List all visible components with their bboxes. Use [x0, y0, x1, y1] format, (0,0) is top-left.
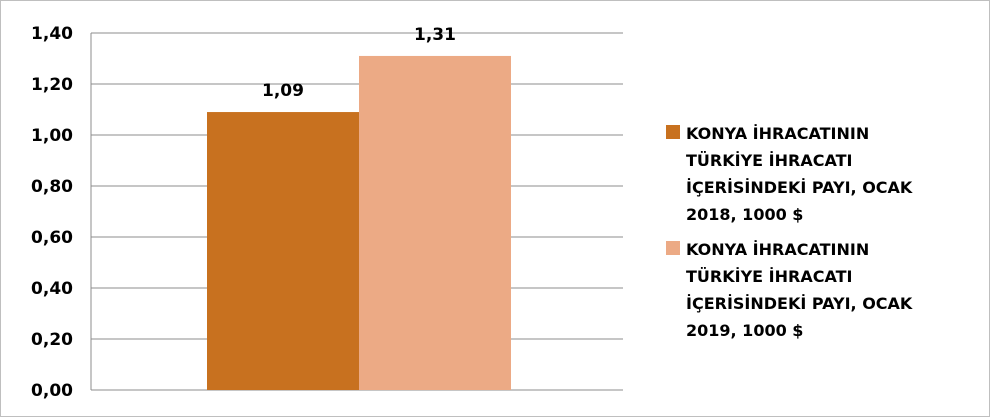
legend-item-2019: KONYA İHRACATININ TÜRKİYE İHRACATI İÇERİ…: [666, 236, 976, 344]
legend-label-2018: KONYA İHRACATININ TÜRKİYE İHRACATI İÇERİ…: [686, 124, 913, 224]
legend-item-2018: KONYA İHRACATININ TÜRKİYE İHRACATI İÇERİ…: [666, 120, 976, 228]
data-labels: 1,09 1,31: [262, 25, 456, 101]
legend-label-2019: KONYA İHRACATININ TÜRKİYE İHRACATI İÇERİ…: [686, 240, 913, 340]
y-tick-label: 0,80: [31, 177, 73, 197]
y-tick-label: 0,40: [31, 279, 73, 299]
y-tick-label: 0,60: [31, 228, 73, 248]
y-tick-label: 0,00: [31, 381, 73, 401]
y-tick-label: 1,40: [31, 24, 73, 44]
bar-series-1: [207, 112, 359, 391]
legend-swatch-2019: [666, 241, 680, 255]
data-label-series-1: 1,09: [262, 81, 304, 101]
y-tick-label: 1,00: [31, 126, 73, 146]
y-axis-ticks: 0,00 0,20 0,40 0,60 0,80 1,00 1,20 1,40: [31, 24, 73, 401]
bar-series-2: [359, 55, 511, 390]
data-label-series-2: 1,31: [414, 25, 456, 45]
legend: KONYA İHRACATININ TÜRKİYE İHRACATI İÇERİ…: [666, 120, 976, 352]
bars: [207, 55, 511, 391]
y-tick-label: 1,20: [31, 75, 73, 95]
legend-swatch-2018: [666, 125, 680, 139]
y-tick-label: 0,20: [31, 330, 73, 350]
